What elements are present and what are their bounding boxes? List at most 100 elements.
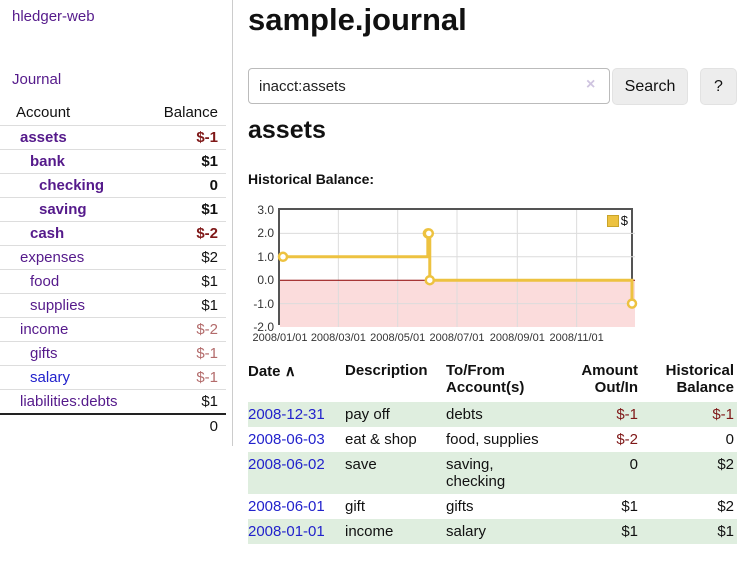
register-row: 2008-06-03 eat & shop food, supplies $-2… [248,427,737,452]
transaction-amount: $1 [621,523,638,540]
transaction-date-link[interactable]: 2008-06-01 [248,498,325,515]
sidebar-item-journal[interactable]: Journal [12,71,62,88]
transaction-date-link[interactable]: 2008-12-31 [248,406,325,423]
search-button[interactable]: Search [612,68,688,105]
transaction-accounts: salary [446,523,487,540]
x-tick-label: 2008/05/01 [370,332,426,344]
account-link-saving[interactable]: saving [39,201,87,218]
transaction-date-link[interactable]: 2008-06-03 [248,431,325,448]
register-row: 2008-01-01 income salary $1 $1 [248,519,737,544]
transaction-description: gift [345,498,366,515]
search-input[interactable] [248,68,610,104]
account-balance: $1 [201,297,218,314]
chart-plot: $ [277,208,638,327]
account-link-cash[interactable]: cash [30,225,65,242]
transaction-balance: $2 [717,498,734,515]
account-row: cash $-2 [0,221,226,246]
accounts-table-header: Account Balance [0,101,226,126]
account-balance: $1 [201,273,218,290]
transaction-balance: $1 [717,523,734,540]
account-balance: 0 [209,177,218,194]
account-balance: $1 [201,201,218,218]
account-link-income[interactable]: income [20,321,69,338]
account-row: liabilities:debts $1 [0,389,226,414]
register-row: 2008-06-02 save saving, checking 0 $2 [248,452,737,494]
column-header-description: Description [345,362,428,379]
account-link-checking[interactable]: checking [39,177,105,194]
account-link-gifts[interactable]: gifts [30,345,58,362]
transaction-balance: 0 [725,431,734,448]
register-row: 2008-12-31 pay off debts $-1 $-1 [248,402,737,427]
accounts-table: Account Balance assets $-1 bank $1 check… [0,101,226,438]
sidebar: hledger-web Journal Account Balance asse… [0,0,233,446]
x-tick-label: 2008/11/01 [549,332,604,344]
sort-asc-icon: ∧ [284,363,296,380]
account-row: income $-2 [0,317,226,342]
account-row: saving $1 [0,197,226,222]
account-row: supplies $1 [0,293,226,318]
x-tick-label: 2008/03/01 [310,332,366,344]
balance-chart-svg [277,210,638,327]
account-link-expenses[interactable]: expenses [20,249,85,266]
app-title-link[interactable]: hledger-web [12,8,95,25]
x-tick-label: 2008/01/01 [252,332,308,344]
clear-search-icon[interactable]: × [586,76,596,93]
x-tick-label: 2008/09/01 [489,332,545,344]
chart-legend: $ [605,212,629,229]
account-row: salary $-1 [0,365,226,390]
column-header-date[interactable]: Date ∧ [248,363,296,380]
register-row: 2008-06-01 gift gifts $1 $2 [248,494,737,519]
accounts-total-row: 0 [0,413,226,438]
transaction-amount: 0 [629,456,638,473]
transaction-date-link[interactable]: 2008-06-02 [248,456,325,473]
accounts-total-value: 0 [209,418,218,435]
y-tick-label: 3.0 [257,203,274,217]
account-link-liabilities-debts[interactable]: liabilities:debts [20,393,118,410]
account-balance: $-2 [196,225,218,242]
account-balance: $2 [201,249,218,266]
account-link-salary[interactable]: salary [30,369,71,386]
transaction-amount: $-2 [616,431,638,448]
account-row: assets $-1 [0,125,226,150]
x-tick-label: 2008/07/01 [429,332,485,344]
y-tick-label: 2.0 [257,226,274,241]
transaction-accounts: gifts [446,498,474,515]
account-balance: $-1 [196,129,218,146]
account-row: gifts $-1 [0,341,226,366]
transaction-accounts: food, supplies [446,431,539,448]
account-balance: $1 [201,153,218,170]
account-page-title: assets [248,116,326,144]
register-table: Date ∧ Description To/From Account(s) Am… [248,360,737,544]
historical-balance-chart: $ 3.0 2.0 1.0 0.0 -1.0 -2.0 2008/01/01 2008/03… [248,203,668,347]
column-header-balance: Historical Balance [665,362,734,396]
y-tick-label: 1.0 [257,249,274,264]
page-title: sample.journal [248,2,467,37]
transaction-balance: $-1 [712,406,734,423]
account-row: expenses $2 [0,245,226,270]
account-link-bank[interactable]: bank [30,153,66,170]
transaction-accounts: debts [446,406,483,423]
y-tick-label: -1.0 [253,296,274,311]
account-balance: $-1 [196,369,218,386]
y-tick-label: -2.0 [253,320,274,334]
help-button[interactable]: ? [700,68,737,105]
legend-label: $ [620,213,628,228]
account-balance: $-1 [196,345,218,362]
register-table-header: Date ∧ Description To/From Account(s) Am… [248,360,737,402]
account-link-food[interactable]: food [30,273,60,290]
column-header-accounts: To/From Account(s) [446,362,525,396]
column-header-balance: Balance [163,104,218,121]
legend-swatch-icon [606,214,619,227]
account-balance: $-2 [196,321,218,338]
transaction-balance: $2 [717,456,734,473]
chart-heading: Historical Balance: [248,171,375,187]
account-row: food $1 [0,269,226,294]
column-header-account: Account [16,104,71,121]
account-link-supplies[interactable]: supplies [30,297,86,314]
account-link-assets[interactable]: assets [20,129,67,146]
account-row: checking 0 [0,173,226,198]
column-header-amount: Amount Out/In [581,362,638,396]
transaction-date-link[interactable]: 2008-01-01 [248,523,325,540]
transaction-amount: $1 [621,498,638,515]
account-row: bank $1 [0,149,226,174]
